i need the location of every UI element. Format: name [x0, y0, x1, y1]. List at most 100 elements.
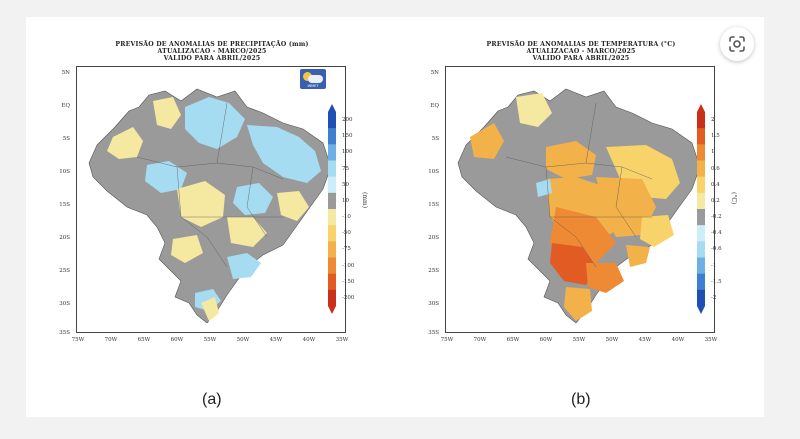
- colorbar-bottom-arrow: [697, 306, 705, 314]
- y-tick: 35S: [59, 330, 70, 336]
- x-tick: 55W: [203, 337, 217, 343]
- x-tick: 60W: [170, 337, 184, 343]
- colorbar-tick-label: 150: [342, 133, 353, 140]
- colorbar-tick-label: 1.5: [711, 133, 720, 140]
- x-tick: 65W: [137, 337, 151, 343]
- colorbar-segment: [697, 289, 705, 307]
- colorbar-top-arrow: [328, 104, 336, 112]
- panel-caption: (b): [571, 391, 591, 408]
- colorbar-segment: [328, 273, 336, 291]
- precipitation-map: [76, 66, 346, 333]
- temperature-panel: PREVISÃO DE ANOMALIAS DE TEMPERATURA (°C…: [401, 17, 761, 408]
- x-tick: 70W: [104, 337, 118, 343]
- colorbar-tick-label: -10: [342, 214, 351, 221]
- colorbar-tick-label: 200: [342, 117, 353, 124]
- figure-card: PREVISÃO DE ANOMALIAS DE PRECIPITAÇÃO (m…: [26, 17, 764, 417]
- colorbar-segment: [328, 209, 336, 226]
- panel-title-line2: ATUALIZACAO - MARCO/2025: [526, 48, 636, 55]
- colorbar-tick-label: 0.6: [711, 165, 720, 172]
- colorbar-tick-label: -100: [342, 262, 355, 269]
- google-lens-icon: [729, 36, 745, 52]
- colorbar-tick-label: 1: [711, 149, 715, 156]
- x-tick: 70W: [473, 337, 487, 343]
- colorbar-tick-label: -75: [342, 246, 351, 253]
- y-tick: 30S: [428, 301, 439, 307]
- colorbar-segment: [328, 241, 336, 258]
- x-tick: 40W: [671, 337, 685, 343]
- colorbar-segment: [697, 128, 705, 145]
- google-lens-button[interactable]: [720, 27, 754, 61]
- panel-title-line1: PREVISÃO DE ANOMALIAS DE PRECIPITAÇÃO (m…: [115, 41, 309, 48]
- colorbar-tick-label: -0.6: [711, 246, 722, 253]
- y-tick: 5N: [430, 70, 439, 76]
- precipitation-panel: PREVISÃO DE ANOMALIAS DE PRECIPITAÇÃO (m…: [32, 17, 392, 408]
- x-tick: 50W: [236, 337, 250, 343]
- colorbar-segment: [328, 160, 336, 177]
- x-tick: 65W: [506, 337, 520, 343]
- panel-title-line2: ATUALIZACAO - MARCO/2025: [157, 48, 267, 55]
- colorbar-bottom-arrow: [328, 306, 336, 314]
- colorbar-segment: [697, 176, 705, 194]
- colorbar-segment: [697, 144, 705, 161]
- x-tick: 40W: [302, 337, 316, 343]
- colorbar-tick-label: 0.4: [711, 181, 720, 188]
- precipitation-colorbar: [328, 104, 336, 314]
- colorbar-tick-label: -0.4: [711, 230, 722, 237]
- colorbar-segment: [328, 112, 336, 129]
- colorbar-segment: [328, 176, 336, 194]
- y-tick: 20S: [428, 235, 439, 241]
- colorbar-tick-label: -2: [711, 294, 717, 301]
- y-tick: 5S: [62, 136, 70, 142]
- colorbar-segment: [697, 241, 705, 258]
- colorbar-tick-label: 2: [711, 117, 715, 124]
- colorbar-segment: [697, 225, 705, 242]
- temperature-map: [445, 66, 715, 333]
- colorbar-segment: [328, 257, 336, 274]
- colorbar-segment: [697, 112, 705, 129]
- colorbar-tick-label: -150: [342, 278, 355, 285]
- inmet-logo: INMET: [300, 69, 326, 89]
- y-tick: 5S: [431, 136, 439, 142]
- y-tick: 35S: [428, 330, 439, 336]
- x-tick: 50W: [605, 337, 619, 343]
- colorbar-tick-label: -0.2: [711, 214, 722, 221]
- x-tick: 35W: [704, 337, 718, 343]
- colorbar-segment: [697, 257, 705, 274]
- x-tick: 45W: [269, 337, 283, 343]
- y-tick: 30S: [59, 301, 70, 307]
- x-tick: 55W: [572, 337, 586, 343]
- panel-title-line3: VALIDO PARA ABRIL/2025: [532, 55, 630, 62]
- colorbar-segment: [328, 192, 336, 210]
- colorbar-tick-label: 50: [342, 181, 349, 188]
- colorbar-segment: [328, 144, 336, 161]
- x-tick: 75W: [71, 337, 85, 343]
- colorbar-segment: [328, 225, 336, 242]
- colorbar-tick-label: -200: [342, 294, 355, 301]
- colorbar-segment: [697, 273, 705, 291]
- y-tick: 15S: [428, 202, 439, 208]
- y-tick: 10S: [428, 169, 439, 175]
- colorbar-tick-label: -1.5: [711, 278, 722, 285]
- colorbar-segment: [328, 128, 336, 145]
- y-tick: 25S: [59, 268, 70, 274]
- panel-caption: (a): [202, 391, 222, 408]
- x-tick: 35W: [335, 337, 349, 343]
- panel-title-line1: PREVISÃO DE ANOMALIAS DE TEMPERATURA (°C…: [486, 41, 676, 48]
- colorbar-tick-label: -1: [711, 262, 717, 269]
- x-tick: 75W: [440, 337, 454, 343]
- colorbar-top-arrow: [697, 104, 705, 112]
- colorbar-unit: (mm): [361, 192, 368, 209]
- colorbar-tick-label: 0.2: [711, 197, 720, 204]
- y-tick: 5N: [61, 70, 70, 76]
- y-tick: 10S: [59, 169, 70, 175]
- y-tick: 15S: [59, 202, 70, 208]
- colorbar-unit: (°C): [730, 192, 737, 205]
- x-tick: 60W: [539, 337, 553, 343]
- colorbar-tick-label: 10: [342, 197, 349, 204]
- panel-title-line3: VALIDO PARA ABRIL/2025: [163, 55, 261, 62]
- colorbar-tick-label: 100: [342, 149, 353, 156]
- colorbar-tick-label: 75: [342, 165, 349, 172]
- y-tick: EQ: [430, 103, 439, 109]
- y-tick: 25S: [428, 268, 439, 274]
- y-tick: 20S: [59, 235, 70, 241]
